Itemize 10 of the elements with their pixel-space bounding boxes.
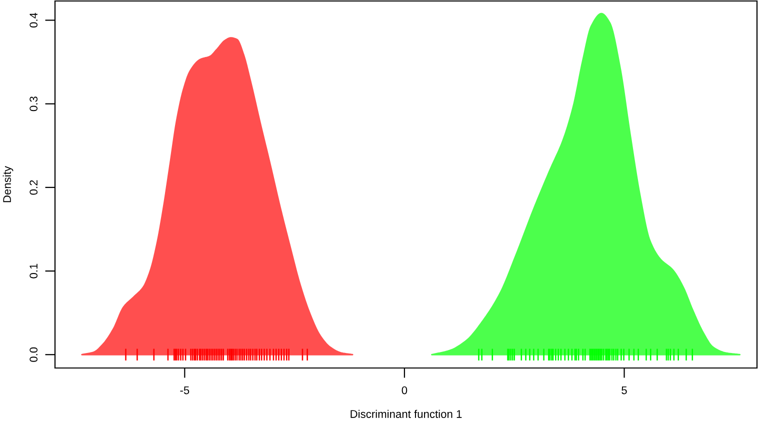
y-tick-label: 0.1 <box>30 264 38 278</box>
x-axis-title: Discriminant function 1 <box>350 410 462 418</box>
y-tick-label: 0.0 <box>30 347 38 362</box>
x-tick-label: -5 <box>180 386 190 394</box>
y-tick-label: 0.3 <box>30 96 38 112</box>
x-tick-label: 5 <box>622 386 627 394</box>
y-axis-title: Density <box>2 166 14 202</box>
y-tick-label: 0.2 <box>30 180 38 195</box>
y-tick-label: 0.4 <box>30 12 38 28</box>
x-tick-label: 0 <box>402 386 408 394</box>
